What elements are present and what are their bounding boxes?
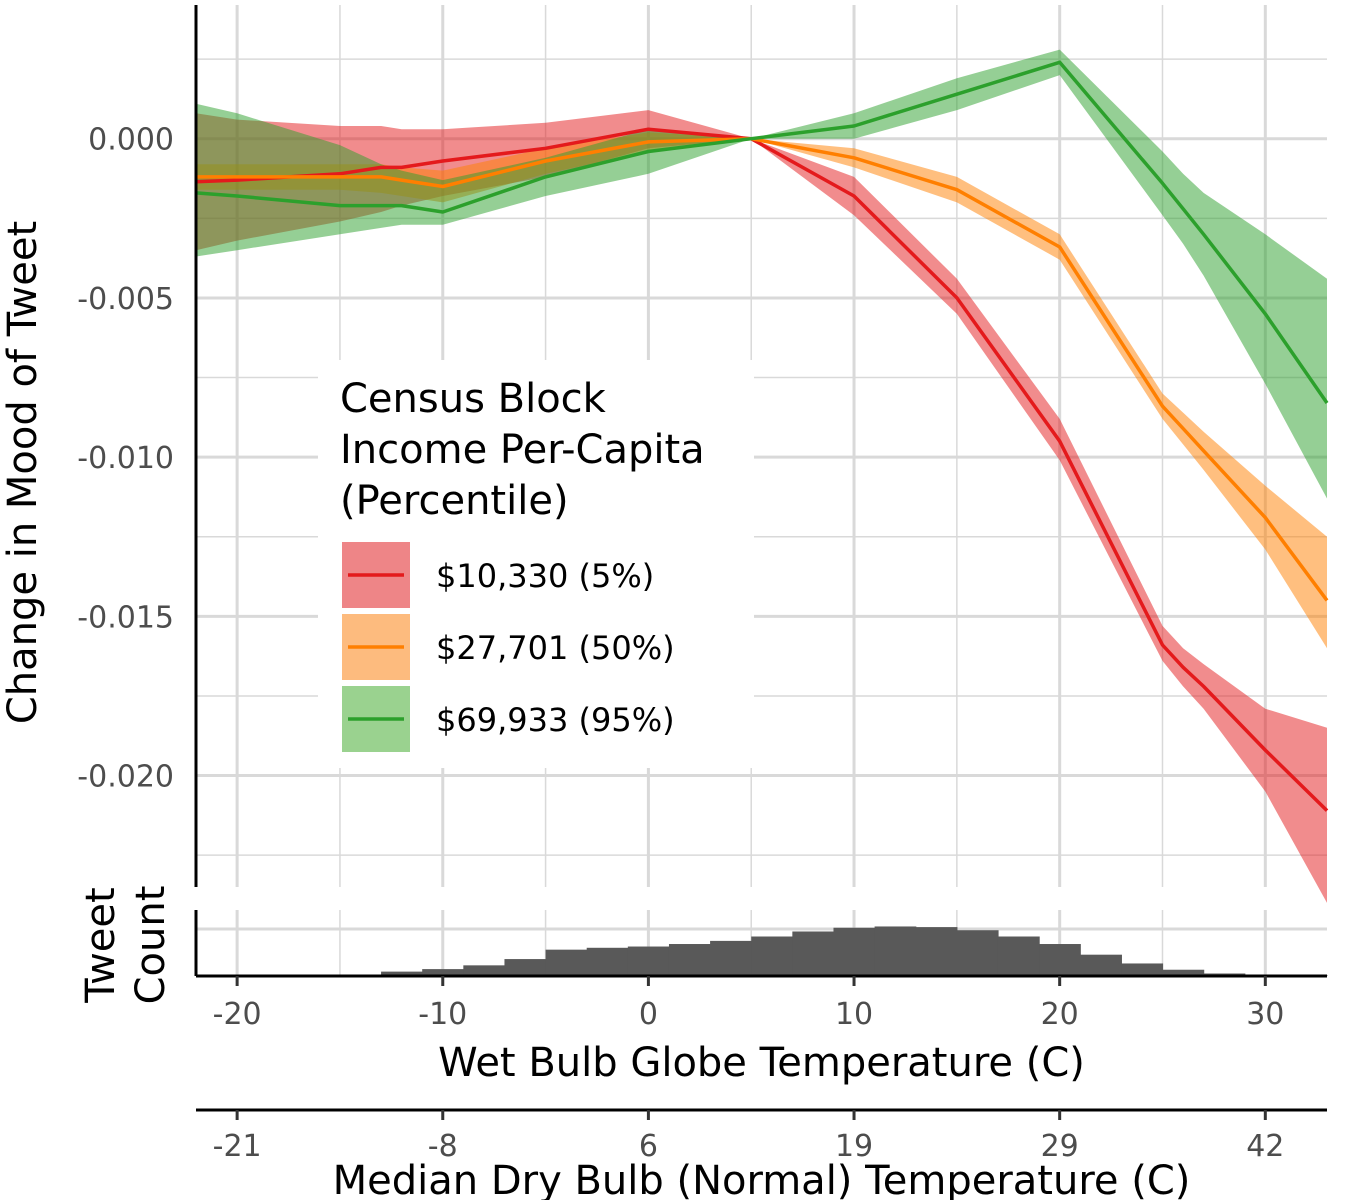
series-line-3 — [195, 60, 1329, 404]
y-tick-label: -0.005 — [77, 282, 174, 317]
histogram-bar — [710, 940, 752, 976]
secondary-x-tick-label: -21 — [213, 1129, 262, 1164]
x-tick-label: 10 — [835, 997, 873, 1032]
histogram-gridlines — [196, 910, 1327, 976]
histogram-bar — [915, 927, 958, 976]
secondary-x-tick-label: -8 — [428, 1129, 458, 1164]
x-tick-labels: -20 -10 0 10 20 30 — [213, 976, 1284, 1032]
histogram-bar — [1162, 969, 1205, 976]
legend-title-line: Census Block — [340, 376, 607, 422]
y-tick-label: -0.015 — [77, 600, 174, 635]
legend-title: Census Block Income Per-Capita (Percentile… — [340, 376, 705, 524]
secondary-x-axis-title: Median Dry Bulb (Normal) Temperature (C) — [333, 1158, 1191, 1200]
y-tick-labels: 0.000 -0.005 -0.010 -0.015 -0.020 — [77, 123, 174, 795]
x-tick-label: 20 — [1041, 997, 1079, 1032]
x-tick-label: 0 — [639, 997, 658, 1032]
histogram-bar — [504, 959, 547, 976]
secondary-x-tick-label: 19 — [835, 1129, 873, 1164]
histogram-bar — [1039, 944, 1081, 976]
legend-label: $10,330 (5%) — [436, 557, 654, 595]
secondary-x-tick-labels: -21 -8 6 19 29 42 — [213, 1110, 1284, 1164]
legend-keys: $10,330 (5%) $27,701 (50%) $69,933 (95%) — [342, 542, 675, 752]
x-axis-title: Wet Bulb Globe Temperature (C) — [438, 1040, 1085, 1086]
histogram-y-title-line: Tweet — [78, 887, 124, 1003]
x-tick-label: -20 — [213, 997, 262, 1032]
histogram-bar — [956, 930, 999, 976]
legend-title-line: Income Per-Capita — [340, 427, 705, 473]
histogram-bar — [833, 927, 876, 976]
secondary-x-tick-label: 42 — [1246, 1129, 1284, 1164]
y-tick-label: -0.020 — [77, 760, 174, 795]
histogram-bar — [1080, 954, 1122, 976]
y-tick-label: 0.000 — [88, 123, 174, 158]
histogram-bar — [792, 931, 835, 976]
legend: Census Block Income Per-Capita (Percentile… — [318, 360, 754, 768]
secondary-x-tick-label: 29 — [1041, 1129, 1079, 1164]
histogram-bar — [1121, 963, 1164, 976]
legend-label: $27,701 (50%) — [436, 629, 675, 667]
legend-label: $69,933 (95%) — [436, 701, 675, 739]
histogram-bar — [874, 926, 917, 976]
confidence-bands — [196, 49, 1327, 903]
histogram-bar — [463, 965, 506, 976]
legend-title-line: (Percentile) — [340, 478, 569, 524]
histogram-bar — [668, 944, 711, 976]
histogram-y-axis-title: Tweet Count — [78, 886, 174, 1005]
histogram-bar — [997, 936, 1040, 976]
histogram-y-title-line: Count — [128, 886, 174, 1005]
secondary-x-tick-label: 6 — [639, 1129, 658, 1164]
x-tick-label: 30 — [1246, 997, 1284, 1032]
histogram-bar — [586, 947, 629, 976]
histogram-bar — [545, 949, 588, 976]
y-axis-title: Change in Mood of Tweet — [0, 221, 46, 724]
histogram-bar — [381, 971, 423, 976]
histogram-bar — [627, 946, 670, 976]
histogram-bar — [422, 969, 464, 976]
y-tick-label: -0.010 — [77, 441, 174, 476]
histogram-bar — [751, 936, 793, 976]
series-lines — [195, 60, 1329, 812]
x-tick-label: -10 — [418, 997, 467, 1032]
histogram-bars — [339, 926, 1328, 976]
